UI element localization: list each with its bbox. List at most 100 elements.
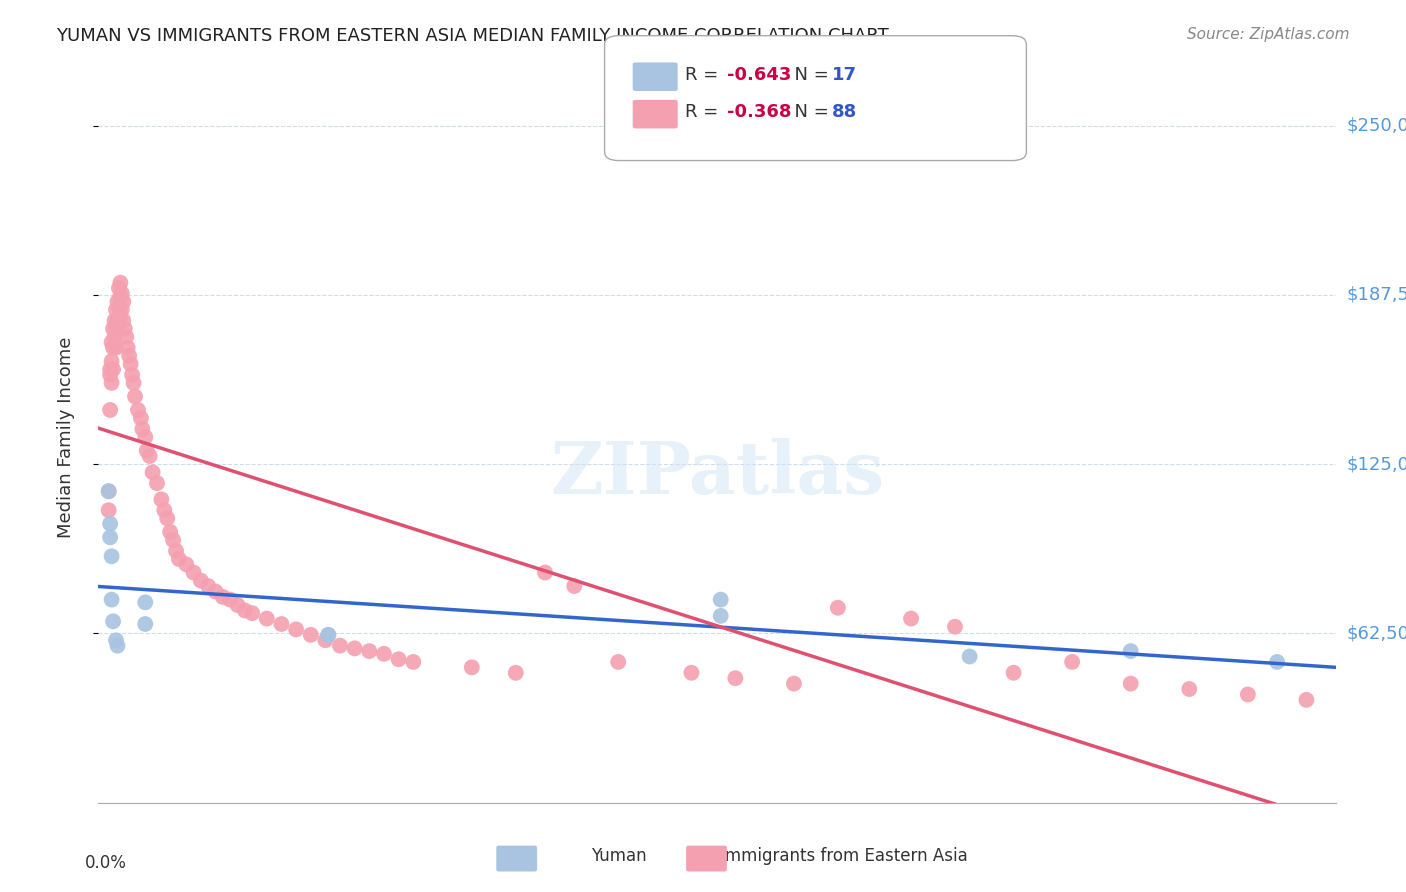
Point <box>127 403 149 417</box>
Point <box>1265 655 1288 669</box>
Point <box>183 566 205 580</box>
Point <box>285 623 308 637</box>
Text: $125,000: $125,000 <box>1347 455 1406 473</box>
Point <box>104 633 127 648</box>
Point <box>104 341 127 355</box>
Text: ZIPatlas: ZIPatlas <box>550 438 884 509</box>
Point <box>98 530 121 544</box>
Point <box>98 403 121 417</box>
Point <box>1178 681 1201 696</box>
Text: Source: ZipAtlas.com: Source: ZipAtlas.com <box>1187 27 1350 42</box>
Text: -0.643: -0.643 <box>727 66 792 84</box>
Point <box>124 389 146 403</box>
Point <box>110 276 132 290</box>
Point <box>120 357 142 371</box>
Point <box>121 368 143 382</box>
Point <box>165 544 187 558</box>
Point <box>100 376 122 390</box>
Point <box>162 533 184 547</box>
Point <box>97 503 120 517</box>
Point <box>240 606 263 620</box>
Point <box>461 660 484 674</box>
Point <box>98 368 121 382</box>
Point <box>562 579 585 593</box>
Point <box>122 376 145 390</box>
Point <box>101 341 124 355</box>
Point <box>373 647 395 661</box>
Point <box>103 330 125 344</box>
Point <box>256 611 278 625</box>
Text: $187,500: $187,500 <box>1347 285 1406 304</box>
Point <box>534 566 557 580</box>
Point <box>1002 665 1025 680</box>
Point <box>129 411 152 425</box>
Point <box>329 639 352 653</box>
Point <box>104 322 127 336</box>
Point <box>101 322 124 336</box>
Point <box>115 330 138 344</box>
Text: $62,500: $62,500 <box>1347 624 1406 642</box>
Point <box>710 592 733 607</box>
Point <box>117 341 139 355</box>
Point <box>112 294 135 309</box>
Point <box>959 649 981 664</box>
Point <box>107 313 129 327</box>
Point <box>100 549 122 564</box>
Point <box>97 484 120 499</box>
Point <box>1119 644 1142 658</box>
Point <box>134 430 156 444</box>
Text: N =: N = <box>783 66 835 84</box>
Text: -0.368: -0.368 <box>727 103 792 121</box>
Point <box>150 492 173 507</box>
Point <box>314 633 336 648</box>
Point <box>135 443 157 458</box>
Point <box>387 652 409 666</box>
Point <box>101 615 124 629</box>
Point <box>114 322 136 336</box>
Text: $250,000: $250,000 <box>1347 117 1406 135</box>
Point <box>108 300 131 314</box>
Point <box>98 362 121 376</box>
Point <box>111 302 134 317</box>
Point <box>174 558 197 572</box>
Point <box>190 574 212 588</box>
Point <box>97 484 120 499</box>
Point <box>101 362 124 376</box>
Point <box>118 349 141 363</box>
Point <box>167 552 190 566</box>
Point <box>318 628 340 642</box>
Point <box>505 665 527 680</box>
Point <box>681 665 703 680</box>
Point <box>110 289 132 303</box>
Text: R =: R = <box>685 103 724 121</box>
Point <box>607 655 630 669</box>
Text: 88: 88 <box>832 103 858 121</box>
Text: N =: N = <box>783 103 835 121</box>
Point <box>107 639 129 653</box>
Text: Immigrants from Eastern Asia: Immigrants from Eastern Asia <box>720 847 967 865</box>
Point <box>156 511 179 525</box>
Point <box>134 595 156 609</box>
Point <box>134 617 156 632</box>
Y-axis label: Median Family Income: Median Family Income <box>56 336 75 538</box>
Point <box>153 503 176 517</box>
Point <box>402 655 425 669</box>
Point <box>359 644 381 658</box>
Point <box>1062 655 1084 669</box>
Point <box>100 354 122 368</box>
Point <box>159 524 181 539</box>
Point <box>146 476 169 491</box>
Point <box>131 422 153 436</box>
Point <box>1295 693 1317 707</box>
Text: R =: R = <box>685 66 724 84</box>
Text: Yuman: Yuman <box>591 847 647 865</box>
Point <box>1237 688 1260 702</box>
Point <box>900 611 922 625</box>
Point <box>142 465 165 479</box>
Point <box>943 620 966 634</box>
Point <box>270 617 292 632</box>
Point <box>1119 676 1142 690</box>
Point <box>110 308 132 322</box>
Point <box>111 286 134 301</box>
Text: 0.0%: 0.0% <box>84 854 127 872</box>
